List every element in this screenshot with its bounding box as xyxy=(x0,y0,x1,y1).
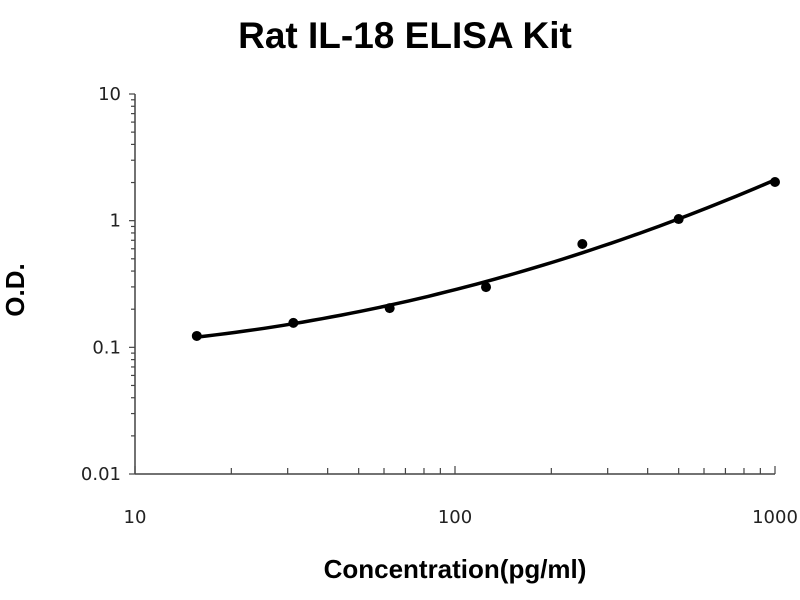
data-marks xyxy=(191,176,780,341)
data-point xyxy=(384,303,395,314)
y-tick-label: 10 xyxy=(98,84,121,105)
fit-curve xyxy=(196,178,776,339)
x-tick-label: 1000 xyxy=(752,507,798,528)
x-tick-label: 10 xyxy=(124,507,147,528)
data-point xyxy=(481,282,492,293)
chart-title: Rat IL-18 ELISA Kit xyxy=(238,15,572,56)
data-point xyxy=(770,176,780,187)
x-tick-label: 100 xyxy=(438,507,472,528)
y-tick-label: 0.1 xyxy=(92,337,121,358)
data-point xyxy=(673,214,684,225)
x-axis-label: Concentration(pg/ml) xyxy=(324,554,587,584)
y-tick-label: 1 xyxy=(110,211,121,232)
data-point xyxy=(191,330,202,341)
tick-labels: 0.01 0.1 1 10 10 100 1000 xyxy=(81,84,798,528)
axes xyxy=(129,93,776,475)
y-tick-label: 0.01 xyxy=(81,464,121,485)
y-axis-label: O.D. xyxy=(0,263,30,316)
data-point xyxy=(288,317,299,328)
data-point xyxy=(577,239,588,250)
